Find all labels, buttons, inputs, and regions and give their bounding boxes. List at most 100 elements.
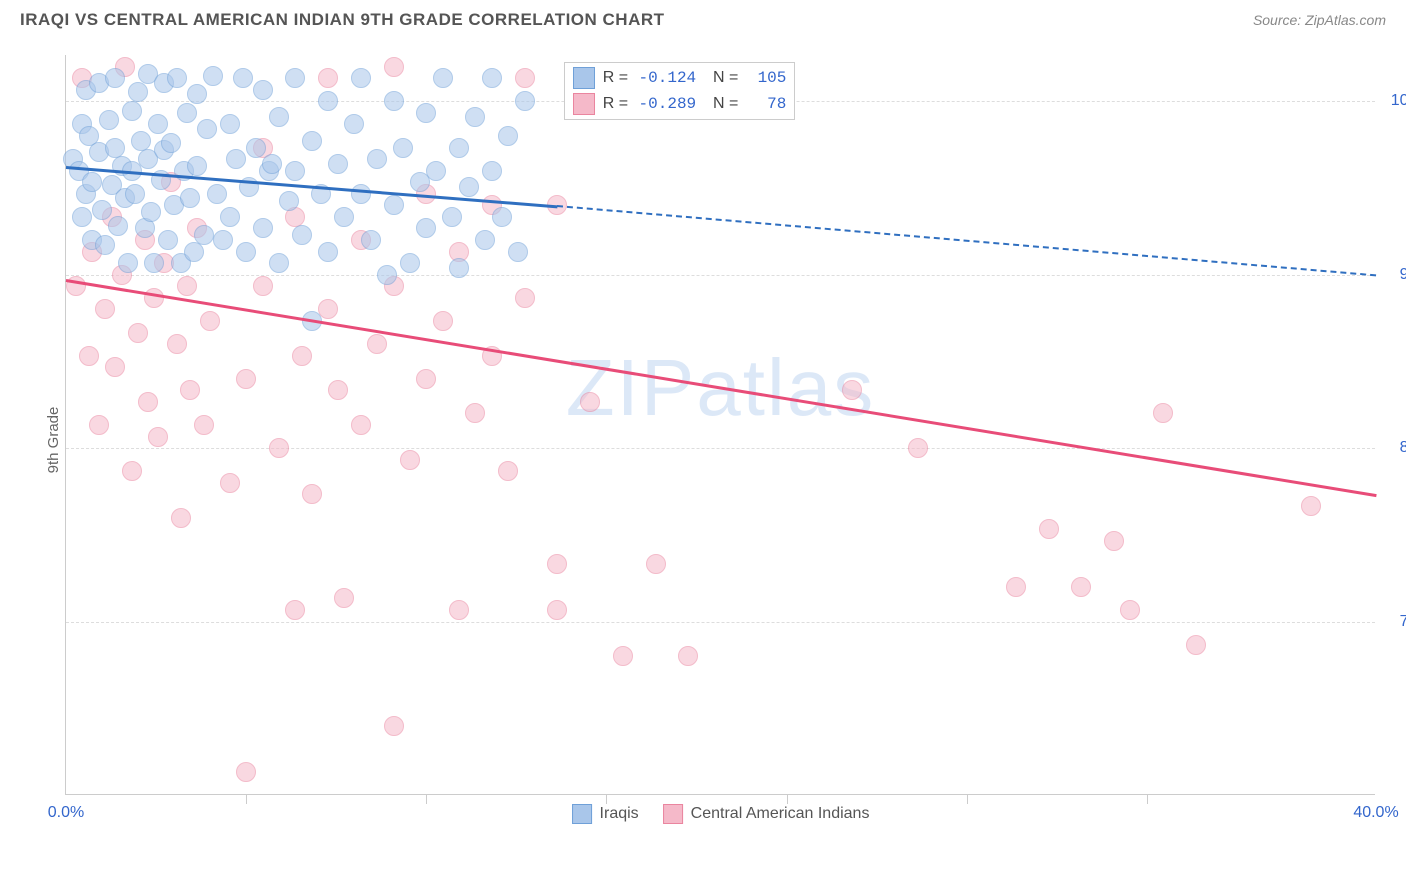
scatter-point xyxy=(105,357,125,377)
scatter-point xyxy=(302,484,322,504)
scatter-point xyxy=(1186,635,1206,655)
scatter-point xyxy=(292,346,312,366)
scatter-point xyxy=(393,138,413,158)
scatter-point xyxy=(187,156,207,176)
legend-swatch xyxy=(663,804,683,824)
x-tick xyxy=(426,794,427,804)
stats-n-label: N = xyxy=(704,69,738,87)
scatter-point xyxy=(89,415,109,435)
scatter-point xyxy=(580,392,600,412)
scatter-point xyxy=(246,138,266,158)
scatter-point xyxy=(475,230,495,250)
scatter-point xyxy=(351,415,371,435)
scatter-point xyxy=(1153,403,1173,423)
scatter-point xyxy=(167,334,187,354)
y-tick-label: 85.0% xyxy=(1400,439,1406,457)
scatter-point xyxy=(508,242,528,262)
y-tick-label: 100.0% xyxy=(1391,92,1406,110)
scatter-point xyxy=(416,218,436,238)
scatter-point xyxy=(207,184,227,204)
y-tick-label: 92.5% xyxy=(1400,266,1406,284)
scatter-point xyxy=(292,225,312,245)
scatter-point xyxy=(148,427,168,447)
stats-r-label: R = xyxy=(603,95,628,113)
scatter-point xyxy=(105,138,125,158)
scatter-point xyxy=(328,154,348,174)
scatter-point xyxy=(171,508,191,528)
scatter-point xyxy=(131,131,151,151)
scatter-point xyxy=(187,84,207,104)
x-tick-label: 0.0% xyxy=(48,804,84,822)
legend-item: Central American Indians xyxy=(663,804,870,824)
stats-swatch xyxy=(573,67,595,89)
scatter-point xyxy=(141,202,161,222)
scatter-point xyxy=(1104,531,1124,551)
scatter-point xyxy=(213,230,233,250)
scatter-point xyxy=(220,114,240,134)
scatter-point xyxy=(678,646,698,666)
scatter-point xyxy=(367,149,387,169)
scatter-point xyxy=(180,188,200,208)
scatter-point xyxy=(161,133,181,153)
scatter-point xyxy=(279,191,299,211)
source-label: Source: ZipAtlas.com xyxy=(1253,12,1386,28)
scatter-point xyxy=(318,242,338,262)
scatter-point xyxy=(351,68,371,88)
x-tick xyxy=(967,794,968,804)
scatter-point xyxy=(433,68,453,88)
grid-line xyxy=(66,448,1375,449)
scatter-point xyxy=(105,68,125,88)
trend-line xyxy=(557,205,1376,276)
stats-n-label: N = xyxy=(704,95,738,113)
scatter-point xyxy=(384,716,404,736)
scatter-point xyxy=(482,161,502,181)
scatter-point xyxy=(144,288,164,308)
x-tick xyxy=(787,794,788,804)
scatter-point xyxy=(197,119,217,139)
legend: Iraqis Central American Indians xyxy=(572,804,870,824)
chart-title: IRAQI VS CENTRAL AMERICAN INDIAN 9TH GRA… xyxy=(20,10,665,30)
scatter-point xyxy=(79,346,99,366)
scatter-point xyxy=(515,68,535,88)
scatter-point xyxy=(1301,496,1321,516)
scatter-point xyxy=(492,207,512,227)
scatter-point xyxy=(377,265,397,285)
stats-box: R = -0.124 N = 105R = -0.289 N = 78 xyxy=(564,62,796,120)
scatter-point xyxy=(269,253,289,273)
scatter-point xyxy=(253,80,273,100)
scatter-point xyxy=(442,207,462,227)
scatter-point xyxy=(194,415,214,435)
stats-n-value: 78 xyxy=(746,95,786,113)
scatter-point xyxy=(125,184,145,204)
scatter-point xyxy=(220,473,240,493)
y-axis-label: 9th Grade xyxy=(45,407,62,474)
scatter-point xyxy=(285,68,305,88)
scatter-point xyxy=(220,207,240,227)
scatter-point xyxy=(400,450,420,470)
scatter-point xyxy=(344,114,364,134)
scatter-point xyxy=(180,380,200,400)
stats-r-label: R = xyxy=(603,69,628,87)
scatter-point xyxy=(498,126,518,146)
scatter-point xyxy=(367,334,387,354)
scatter-point xyxy=(547,600,567,620)
legend-item: Iraqis xyxy=(572,804,639,824)
scatter-point xyxy=(515,288,535,308)
scatter-point xyxy=(351,184,371,204)
scatter-point xyxy=(459,177,479,197)
scatter-point xyxy=(426,161,446,181)
scatter-point xyxy=(433,311,453,331)
scatter-point xyxy=(1071,577,1091,597)
scatter-point xyxy=(128,82,148,102)
scatter-point xyxy=(253,218,273,238)
scatter-point xyxy=(318,68,338,88)
scatter-point xyxy=(384,91,404,111)
scatter-point xyxy=(177,276,197,296)
scatter-point xyxy=(95,235,115,255)
x-tick xyxy=(246,794,247,804)
stats-row: R = -0.289 N = 78 xyxy=(567,91,793,117)
scatter-point xyxy=(547,554,567,574)
scatter-point xyxy=(285,600,305,620)
scatter-point xyxy=(92,200,112,220)
scatter-point xyxy=(262,154,282,174)
